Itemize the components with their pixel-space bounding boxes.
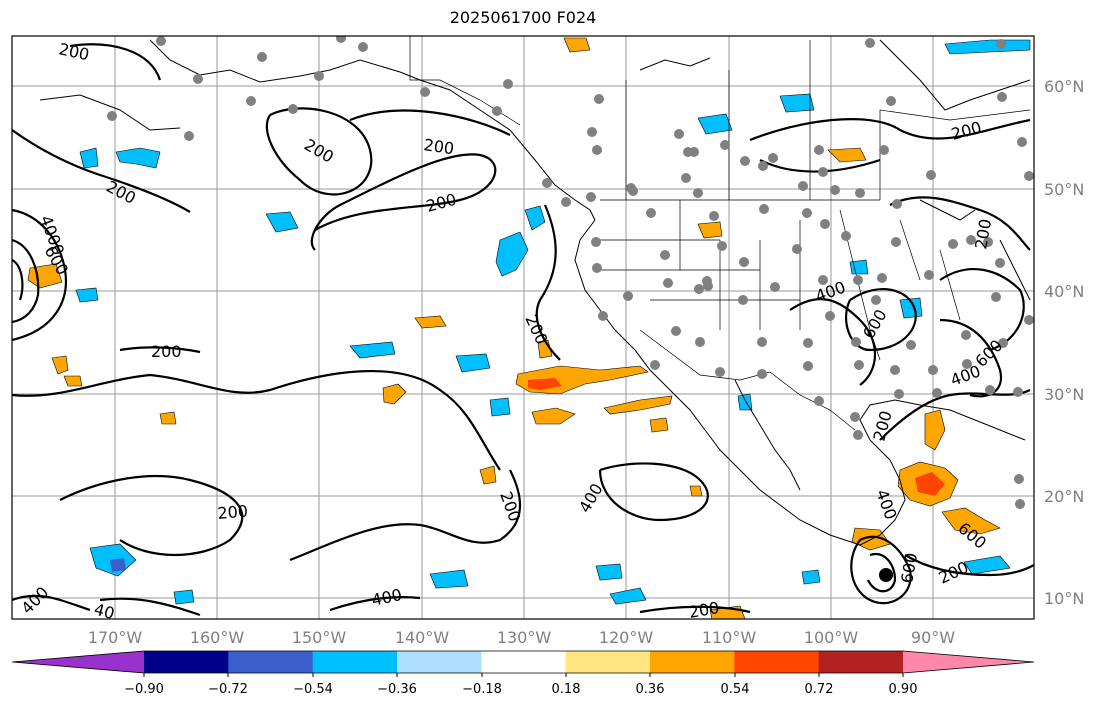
colorbar-segment (312, 651, 398, 673)
lat-label: 30°N (1044, 385, 1084, 404)
colorbar-extend-max (903, 651, 1034, 673)
graticule (12, 36, 1034, 619)
colorbar-segment (144, 651, 229, 673)
colorbar-tick-label: 0.36 (636, 682, 665, 697)
lon-label: 160°W (190, 628, 245, 647)
contour-lines (12, 43, 1034, 617)
low-center-marker (879, 568, 893, 582)
colorbar-segment (397, 651, 482, 673)
map-frame-border (11, 35, 1035, 620)
colorbar-tick-label: −0.36 (377, 682, 417, 697)
contour-label: 200 (422, 135, 455, 158)
colorbar-tick-label: −0.90 (124, 682, 164, 697)
lon-label: 150°W (292, 628, 347, 647)
strong-positive-anomaly-areas (528, 378, 945, 496)
colorbar: −0.90 −0.72 −0.54 −0.36 −0.18 0.18 0.36 0.54 0.7… (11, 650, 1035, 697)
colorbar-extend-min (12, 651, 144, 673)
map-frame-bg (12, 36, 1034, 619)
lat-label: 40°N (1044, 282, 1084, 301)
lat-label: 60°N (1044, 77, 1084, 96)
political-borders (409, 36, 1031, 431)
colorbar-tick-label: −0.18 (462, 682, 502, 697)
colorbar-segment (650, 651, 735, 673)
strong-negative-anomaly-areas (110, 558, 126, 572)
colorbar-tick-label: −0.54 (293, 682, 333, 697)
longitude-labels: 170°W 160°W 150°W 140°W 130°W 120°W 110°… (88, 628, 955, 647)
lon-label: 90°W (911, 628, 955, 647)
colorbar-tick-label: 0.72 (805, 682, 834, 697)
lon-label: 120°W (599, 628, 654, 647)
contour-label: 40 (92, 600, 117, 624)
lon-label: 130°W (497, 628, 552, 647)
lat-label: 10°N (1044, 589, 1084, 608)
contour-label: 200 (217, 501, 249, 523)
colorbar-segment (481, 651, 567, 673)
lon-label: 110°W (702, 628, 757, 647)
colorbar-segment (818, 651, 904, 673)
lat-label: 50°N (1044, 180, 1084, 199)
map-title: 2025061700 F024 (449, 8, 597, 27)
colorbar-tick-label: 0.90 (889, 682, 918, 697)
lon-label: 170°W (88, 628, 143, 647)
station-dots (107, 36, 1034, 509)
colorbar-segment (734, 651, 820, 673)
contour-label: 200 (151, 342, 182, 361)
colorbar-segment (228, 651, 314, 673)
contour-label: 200 (687, 598, 720, 622)
lat-label: 20°N (1044, 487, 1084, 506)
colorbar-segment (565, 651, 651, 673)
latitude-labels: 60°N 50°N 40°N 30°N 20°N 10°N (1044, 77, 1084, 608)
colorbar-tick-label: 0.54 (721, 682, 750, 697)
lon-label: 100°W (804, 628, 859, 647)
colorbar-tick-label: 0.18 (552, 682, 581, 697)
colorbar-tick-label: −0.72 (208, 682, 248, 697)
lon-label: 140°W (395, 628, 450, 647)
negative-anomaly-areas (75, 39, 1031, 605)
